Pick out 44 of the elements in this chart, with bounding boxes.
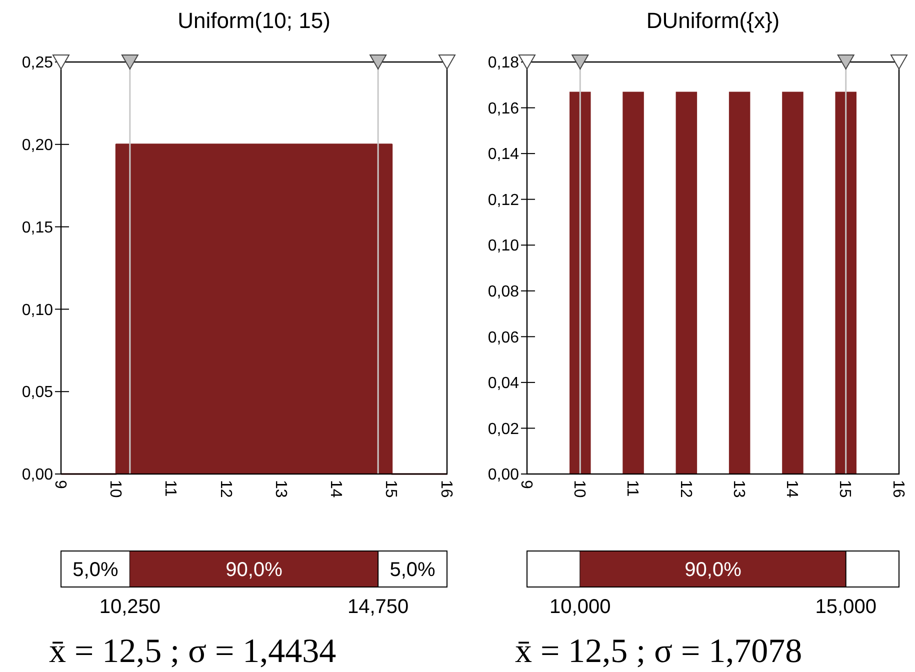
x-tick-label: 15	[382, 480, 400, 498]
text: 5,0%	[72, 559, 118, 581]
y-tick-label: 0,02	[488, 420, 520, 438]
x-tick-label: 14	[783, 480, 800, 498]
text: 90,0%	[684, 559, 742, 581]
y-tick-label: 0,20	[22, 137, 54, 154]
y-tick-label: 0,08	[488, 283, 520, 300]
x-tick-label: 11	[162, 480, 179, 497]
y-tick-label: 0,12	[488, 192, 520, 209]
y-tick-label: 0,06	[488, 329, 520, 346]
y-tick-label: 0,14	[488, 146, 520, 164]
x-tick-label: 16	[437, 480, 454, 498]
x-tick-label: 11	[624, 480, 641, 497]
x-tick-label: 12	[216, 480, 234, 498]
y-tick-label: 0,25	[22, 54, 54, 72]
x-tick-label: 9	[51, 480, 68, 489]
text: 10,250	[99, 596, 161, 618]
chart-title: Uniform(10; 15)	[178, 8, 330, 33]
y-tick-label: 0,04	[488, 375, 520, 392]
y-tick-label: 0,00	[488, 466, 520, 484]
y-tick-label: 0,05	[22, 384, 54, 402]
y-tick-label: 0,16	[488, 100, 520, 118]
y-tick-label: 0,18	[488, 54, 520, 72]
x-tick-label: 10	[106, 480, 124, 498]
y-tick-label: 0,00	[22, 466, 54, 484]
text: x̄ = 12,5 ; σ = 1,4434	[49, 633, 336, 670]
chart-title: DUniform({x})	[646, 8, 780, 33]
y-tick-label: 0,15	[22, 219, 54, 236]
y-tick-label: 0,10	[488, 238, 520, 255]
y-tick-label: 0,10	[22, 302, 54, 319]
text: 10,000	[550, 596, 611, 618]
text: x̄ = 12,5 ; σ = 1,7078	[515, 633, 802, 670]
text: 15,000	[815, 596, 876, 618]
x-tick-label: 13	[730, 480, 747, 498]
text: 14,750	[347, 596, 409, 618]
x-tick-label: 10	[570, 480, 588, 498]
x-tick-label: 12	[676, 480, 694, 498]
x-tick-label: 16	[889, 480, 906, 498]
text: 5,0%	[390, 559, 436, 581]
x-tick-label: 9	[517, 480, 534, 489]
x-tick-label: 15	[836, 480, 854, 498]
x-tick-label: 14	[327, 480, 344, 498]
x-tick-label: 13	[272, 480, 289, 498]
text: 90,0%	[226, 559, 283, 581]
